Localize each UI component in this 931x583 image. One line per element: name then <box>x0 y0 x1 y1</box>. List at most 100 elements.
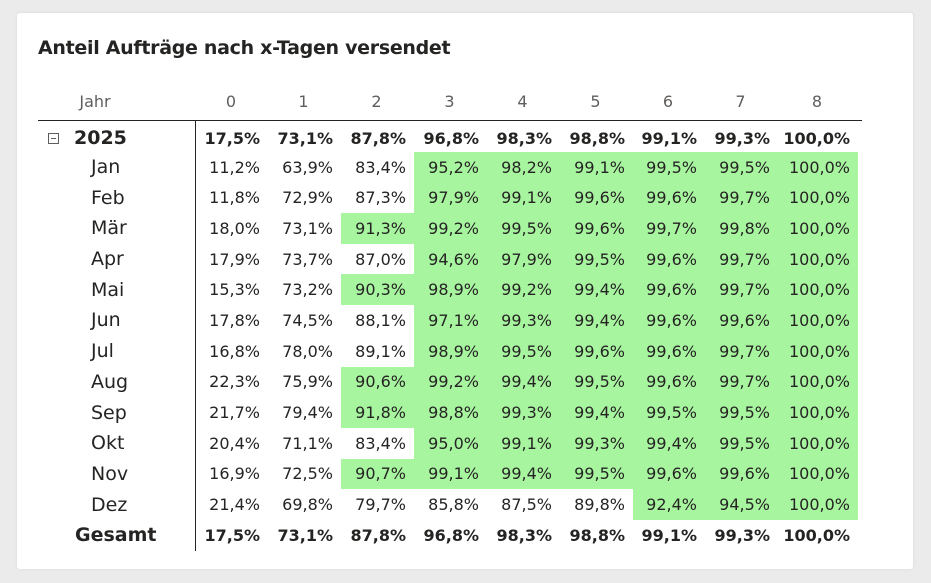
value-cell: 99,4% <box>560 274 633 306</box>
collapse-icon[interactable] <box>48 132 59 144</box>
value-cell: 16,8% <box>209 341 260 361</box>
value-cell: 75,9% <box>282 372 333 392</box>
value-cell: 99,6% <box>560 213 633 244</box>
row-label: Gesamt <box>38 520 196 551</box>
value-cell: 99,2% <box>414 366 487 398</box>
value-cell: 95,2% <box>414 151 487 183</box>
value-cell: 18,0% <box>209 218 260 238</box>
value-cell: 91,8% <box>341 397 414 428</box>
value-cell: 99,5% <box>487 335 560 367</box>
value-cell: 98,3% <box>496 128 552 148</box>
value-cell: 95,0% <box>414 427 487 459</box>
row-label: Okt <box>38 428 196 459</box>
row-label-text: Gesamt <box>75 524 157 547</box>
matrix-visual: Anteil Aufträge nach x-Tagen versendet J… <box>17 13 913 569</box>
value-cell: 99,7% <box>705 366 778 398</box>
value-cell: 99,5% <box>560 366 633 398</box>
value-cell: 99,2% <box>414 213 487 244</box>
column-header-5[interactable]: 5 <box>590 91 601 111</box>
column-header-1[interactable]: 1 <box>298 91 309 111</box>
row-label-text: Nov <box>91 462 129 485</box>
value-cell: 73,2% <box>282 280 333 300</box>
value-cell: 99,6% <box>633 243 705 275</box>
value-cell: 100,0% <box>778 427 858 459</box>
column-header-4[interactable]: 4 <box>517 91 528 111</box>
value-cell: 90,3% <box>341 274 414 306</box>
value-cell: 98,2% <box>487 151 560 183</box>
value-cell: 94,5% <box>705 489 778 520</box>
column-header-3[interactable]: 3 <box>444 91 455 111</box>
row-label-text: Jun <box>91 309 121 332</box>
month-row: Dez 21,4% 69,8% 79,7% 85,8% 87,5% 89,8% 92,4% 94… <box>38 489 862 520</box>
value-cell: 99,5% <box>705 397 778 428</box>
value-cell: 94,6% <box>414 243 487 275</box>
value-cell: 79,4% <box>282 403 333 423</box>
value-cell: 89,8% <box>574 495 625 515</box>
column-header-6[interactable]: 6 <box>662 91 674 111</box>
value-cell: 100,0% <box>778 458 858 490</box>
value-cell: 99,7% <box>633 213 705 244</box>
row-label-text: Feb <box>91 186 125 209</box>
row-label-text: Apr <box>91 248 124 271</box>
column-header-8[interactable]: 8 <box>811 91 823 111</box>
value-cell: 100,0% <box>778 151 858 183</box>
value-cell: 96,8% <box>423 525 479 545</box>
matrix-table: Jahr 0 1 2 3 4 5 6 7 8 2025 17,5% 73,1% 87,8% 96,8% 9… <box>38 82 862 551</box>
row-label: Jul <box>38 336 196 367</box>
value-cell: 90,6% <box>341 366 414 398</box>
value-cell: 97,9% <box>487 243 560 275</box>
row-label: Feb <box>38 182 196 213</box>
row-label[interactable]: 2025 <box>38 121 196 152</box>
value-cell: 98,8% <box>569 525 625 545</box>
row-label-text: Mär <box>91 217 127 240</box>
value-cell: 87,8% <box>350 525 406 545</box>
row-label: Apr <box>38 244 196 275</box>
value-cell: 99,5% <box>487 213 560 244</box>
row-label: Dez <box>38 489 196 520</box>
value-cell: 72,9% <box>282 188 333 208</box>
value-cell: 100,0% <box>778 274 858 306</box>
value-cell: 99,4% <box>560 397 633 428</box>
value-cell: 73,7% <box>282 249 333 269</box>
row-header[interactable]: Jahr <box>79 91 111 111</box>
row-label: Nov <box>38 459 196 490</box>
row-label-text: Mai <box>91 278 125 301</box>
value-cell: 99,6% <box>633 274 705 306</box>
value-cell: 99,6% <box>633 366 705 398</box>
value-cell: 20,4% <box>209 433 260 453</box>
value-cell: 99,7% <box>705 274 778 306</box>
value-cell: 99,6% <box>633 182 705 214</box>
month-row: Mär 18,0% 73,1% 91,3% 99,2% 99,5% 99,6% 99,7% 99… <box>38 213 862 244</box>
value-cell: 85,8% <box>428 495 479 515</box>
value-cell: 99,5% <box>560 458 633 490</box>
value-cell: 98,9% <box>414 335 487 367</box>
value-cell: 99,5% <box>560 243 633 275</box>
value-cell: 89,1% <box>355 341 406 361</box>
value-cell: 99,1% <box>641 525 697 545</box>
row-label: Jun <box>38 305 196 336</box>
value-cell: 99,2% <box>487 274 560 306</box>
value-cell: 99,5% <box>633 397 705 428</box>
row-label: Mär <box>38 213 196 244</box>
value-cell: 11,2% <box>209 157 260 177</box>
value-cell: 17,5% <box>204 128 260 148</box>
column-header-7[interactable]: 7 <box>735 91 746 111</box>
value-cell: 99,8% <box>705 213 778 244</box>
column-header-2[interactable]: 2 <box>371 91 382 111</box>
row-label-text: Jan <box>91 156 121 179</box>
value-cell: 11,8% <box>209 188 260 208</box>
column-header-0[interactable]: 0 <box>225 91 237 111</box>
value-cell: 99,4% <box>633 427 705 459</box>
value-cell: 99,5% <box>705 427 778 459</box>
value-cell: 100,0% <box>778 182 858 214</box>
matrix-body: 2025 17,5% 73,1% 87,8% 96,8% 98,3% 98,8% 99,1% 9… <box>38 121 862 551</box>
value-cell: 87,3% <box>355 188 406 208</box>
value-cell: 100,0% <box>778 305 858 336</box>
value-cell: 98,8% <box>569 128 625 148</box>
value-cell: 73,1% <box>277 525 333 545</box>
value-cell: 15,3% <box>209 280 260 300</box>
value-cell: 98,9% <box>414 274 487 306</box>
value-cell: 99,1% <box>487 182 560 214</box>
month-row: Sep 21,7% 79,4% 91,8% 98,8% 99,3% 99,4% 99,5% 99… <box>38 397 862 428</box>
value-cell: 97,1% <box>414 305 487 336</box>
